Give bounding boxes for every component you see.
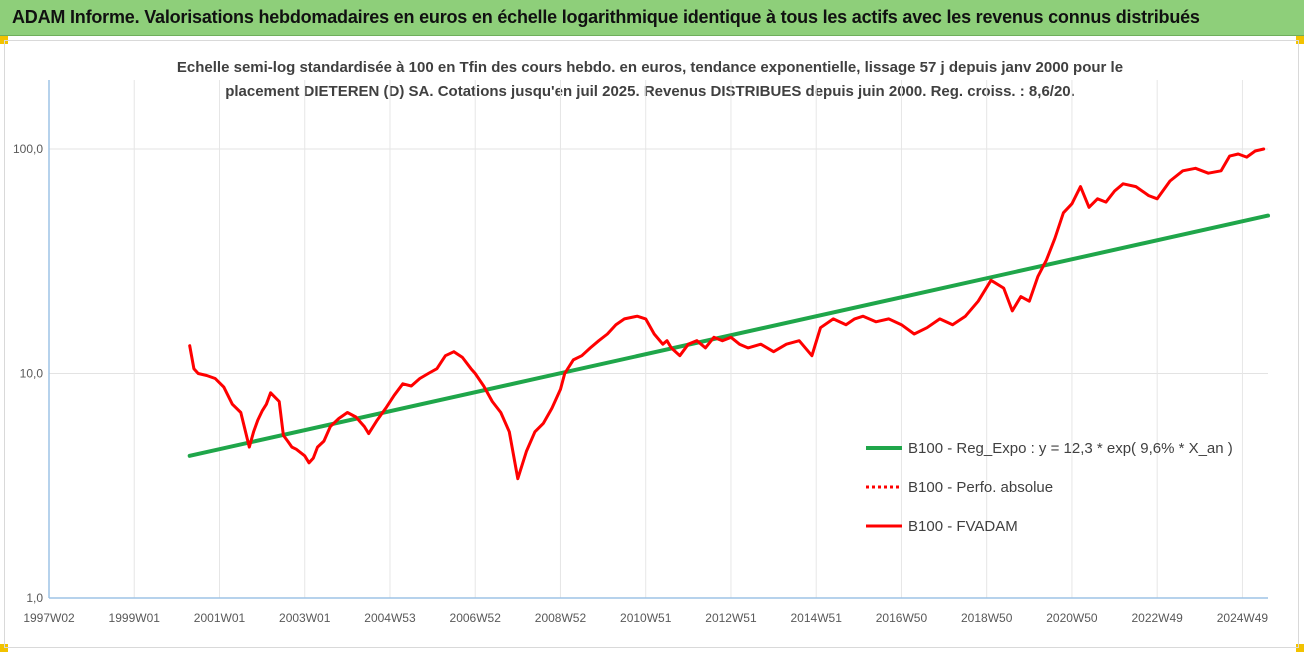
x-tick-label: 2024W49 bbox=[1217, 611, 1269, 625]
chart-subtitle-line1: Echelle semi-log standardisée à 100 en T… bbox=[176, 59, 1124, 76]
fvadam-line bbox=[188, 147, 1266, 481]
legend-entry: B100 - FVADAM bbox=[908, 518, 1018, 535]
series-layer bbox=[187, 147, 1270, 481]
x-tick-label: 2020W50 bbox=[1046, 611, 1098, 625]
x-tick-label: 1999W01 bbox=[109, 611, 161, 625]
x-tick-label: 2014W51 bbox=[791, 611, 843, 625]
y-tick-label: 1,0 bbox=[26, 591, 43, 605]
x-tick-label: 2006W52 bbox=[450, 611, 502, 625]
y-tick-label: 100,0 bbox=[13, 142, 43, 156]
chart-subtitle-line2: placement DIETEREN (D) SA. Cotations jus… bbox=[225, 83, 1075, 100]
x-tick-label: 2018W50 bbox=[961, 611, 1013, 625]
legend-layer: B100 - Reg_Expo : y = 12,3 * exp( 9,6% *… bbox=[866, 440, 1233, 535]
legend-entry: B100 - Reg_Expo : y = 12,3 * exp( 9,6% *… bbox=[908, 440, 1233, 457]
trend-line bbox=[187, 213, 1270, 458]
x-tick-label: 2008W52 bbox=[535, 611, 587, 625]
x-tick-label: 2003W01 bbox=[279, 611, 331, 625]
chart-frame bbox=[4, 40, 1299, 648]
x-tick-label: 2001W01 bbox=[194, 611, 246, 625]
corner-marker bbox=[1296, 36, 1304, 44]
corner-marker bbox=[1296, 644, 1304, 652]
report-title: ADAM Informe. Valorisations hebdomadaire… bbox=[12, 7, 1200, 27]
axis-layer: 1,0 10,0 100,0 1997W02 1999W01 2001W01 2003W01… bbox=[13, 80, 1268, 625]
x-tick-label: 1997W02 bbox=[23, 611, 75, 625]
x-tick-label: 2012W51 bbox=[705, 611, 757, 625]
x-tick-label: 2004W53 bbox=[364, 611, 416, 625]
legend-entry: B100 - Perfo. absolue bbox=[908, 479, 1053, 496]
x-tick-label: 2016W50 bbox=[876, 611, 928, 625]
report-banner: ADAM Informe. Valorisations hebdomadaire… bbox=[0, 0, 1304, 36]
corner-marker bbox=[0, 644, 8, 652]
y-tick-label: 10,0 bbox=[20, 367, 44, 381]
x-tick-label: 2010W51 bbox=[620, 611, 672, 625]
x-tick-label: 2022W49 bbox=[1131, 611, 1183, 625]
